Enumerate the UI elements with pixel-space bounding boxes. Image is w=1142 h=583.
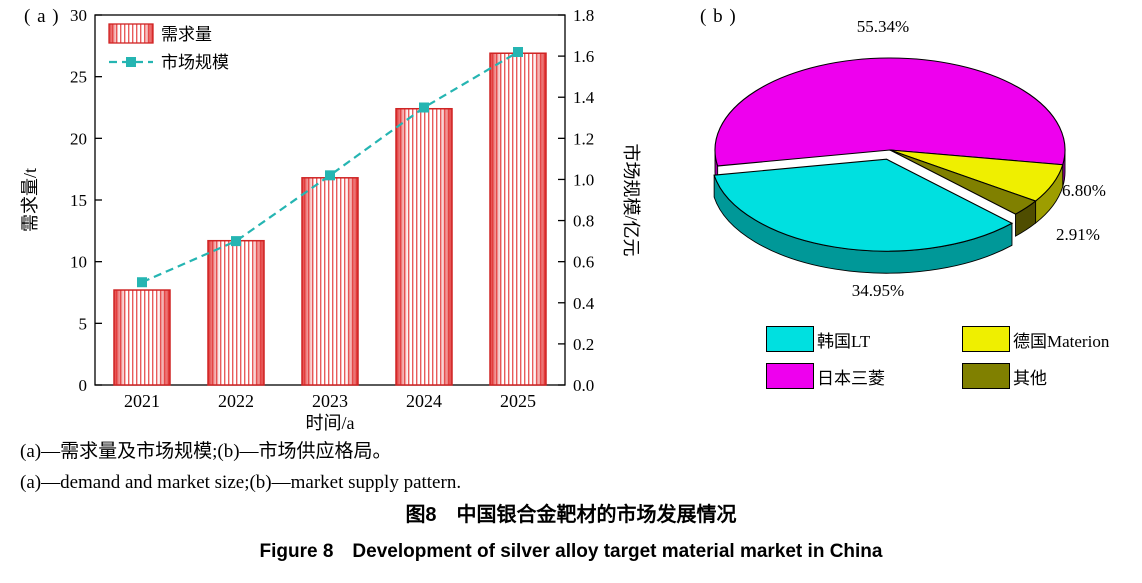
right-axis-tick-label: 1.0 [573,170,594,189]
market-size-line [141,51,519,284]
legend-label: 其他 [1013,368,1047,388]
x-axis-tick-label: 2023 [312,391,348,411]
legend-label: 韩国LT [817,331,871,351]
pie-pct-label-0: 55.34% [857,17,909,36]
legend-label-demand: 需求量 [161,25,212,44]
left-axis-tick-label: 25 [70,68,87,87]
pie-pct-label-3: 34.95% [852,281,904,300]
left-axis-tick-label: 20 [70,129,87,148]
right-axis-tick-label: 1.8 [573,6,594,25]
pie-pct-label-2: 2.91% [1056,225,1100,244]
bar-outline-2025 [489,52,547,386]
legend-item-materion: 德国Materion [962,326,1109,352]
left-axis-tick-label: 0 [79,376,88,395]
caption-zh: (a)—需求量及市场规模;(b)—市场供应格局。 [20,441,392,462]
market-size-marker-2023 [325,170,335,181]
legend-swatch-olive [962,363,1010,389]
panel-b-label: ( b ) [700,6,737,27]
caption-en: (a)—demand and market size;(b)—market su… [20,472,462,493]
x-axis-tick-label: 2022 [218,391,254,411]
market-size-marker-2021 [137,277,147,288]
bar-outline-2023 [301,177,359,386]
pie-slice-0 [714,57,1066,167]
right-axis-tick-label: 0.6 [573,253,594,272]
legend-line-marker [126,57,136,67]
legend-label-market-size: 市场规模 [161,53,229,72]
left-axis-tick-label: 30 [70,6,87,25]
right-axis-tick-label: 1.4 [573,88,595,107]
pie-pct-label-1: 6.80% [1062,181,1106,200]
right-axis-title: 市场规模/亿元 [621,143,641,256]
legend-label: 德国Materion [1013,331,1110,351]
bar-outline-2024 [395,107,453,386]
market-size-marker-2025 [513,47,523,57]
figure-title-zh: 图8 中国银合金靶材的市场发展情况 [405,504,737,526]
left-axis-tick-label: 15 [70,191,87,210]
x-axis-tick-label: 2021 [124,391,160,411]
right-axis-tick-label: 0.0 [573,376,594,395]
right-axis-tick-label: 1.2 [573,129,594,148]
x-axis-tick-label: 2025 [500,391,536,411]
right-axis-tick-label: 1.6 [573,47,594,66]
right-axis-tick-label: 0.2 [573,335,594,354]
left-axis-tick-label: 5 [79,314,88,333]
panel-a-label: ( a ) [24,6,60,27]
pie-legend: 韩国LT 德国Materion 日本三菱 其他 [766,326,1109,389]
legend-item-mitsubishi: 日本三菱 [766,363,962,389]
market-size-marker-2022 [231,236,241,247]
market-share-pie-chart: 55.34% 6.80% 2.91% 34.95% [713,17,1106,300]
left-axis-tick-label: 10 [70,253,87,272]
legend-swatch-yellow [962,326,1010,352]
bar-outline-2022 [207,239,265,386]
panel-a-demand-chart: 0 5 10 15 20 25 30 0.0 0.2 0.4 0.6 0.8 1.0 1.2 1.4 1.6 1… [0,0,660,440]
figure-captions: (a)—需求量及市场规模;(b)—市场供应格局。 (a)—demand and … [20,436,1120,498]
right-axis-tick-label: 0.4 [573,294,595,313]
x-axis-title: 时间/a [306,413,355,433]
legend-item-other: 其他 [962,363,1109,389]
legend-swatch-cyan [766,326,814,352]
legend-item-korea-lt: 韩国LT [766,326,962,352]
bar-outline-2021 [113,289,171,386]
legend-label: 日本三菱 [817,368,885,388]
left-axis-title: 需求量/t [20,168,40,232]
legend-swatch-magenta [766,363,814,389]
figure-title-en: Figure 8 Development of silver alloy tar… [259,541,883,562]
right-axis-tick-label: 0.8 [573,212,594,231]
pie-slice-3 [713,158,1014,252]
demand-market-size-chart: 0510152025300.00.20.40.60.81.01.21.41.61… [20,6,641,433]
panel-b-pie-chart: 55.34% 6.80% 2.91% 34.95% ( b ) 韩国LT 德国Mate… [690,0,1142,430]
x-axis-tick-label: 2024 [406,391,442,411]
pie-slice-2 [889,149,1037,215]
legend-bar-swatch-outline [108,23,154,44]
market-size-marker-2024 [419,102,429,113]
